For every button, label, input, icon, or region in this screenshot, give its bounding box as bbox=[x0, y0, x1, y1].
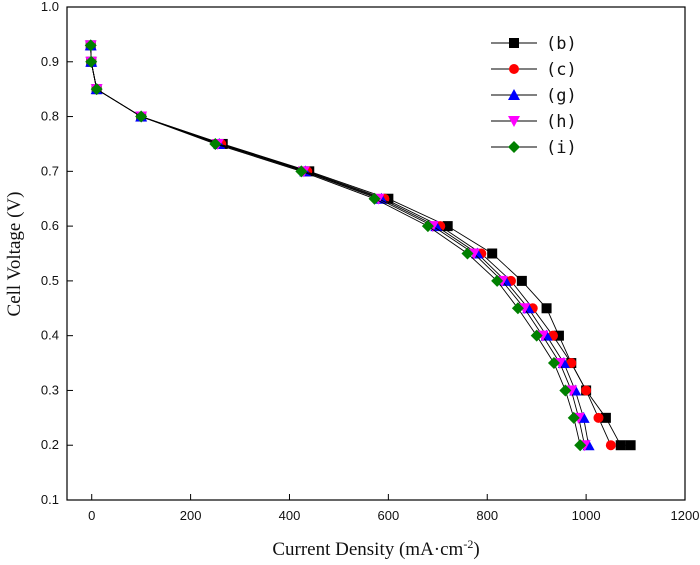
legend-marker bbox=[508, 141, 520, 153]
data-point bbox=[487, 248, 498, 259]
data-point bbox=[574, 439, 587, 452]
x-axis-title: Current Density (mA·cm-2) bbox=[272, 537, 479, 560]
x-tick-label: 400 bbox=[279, 508, 301, 523]
data-point bbox=[421, 220, 434, 233]
y-tick-label: 0.3 bbox=[41, 382, 59, 397]
data-point bbox=[90, 83, 103, 96]
data-point bbox=[581, 385, 592, 396]
legend: (b) (c) (g) (h) (i) bbox=[491, 34, 577, 158]
series-1 bbox=[85, 40, 616, 451]
data-point bbox=[547, 357, 560, 370]
legend-entry: (c) bbox=[491, 60, 577, 80]
legend-entry: (b) bbox=[491, 34, 577, 54]
x-tick-label: 0 bbox=[88, 508, 95, 523]
legend-label: (g) bbox=[546, 86, 577, 106]
x-axis-title-superscript: -2 bbox=[463, 537, 473, 551]
plot-frame bbox=[66, 6, 686, 501]
y-tick-label: 0.8 bbox=[41, 109, 59, 124]
legend-label: (b) bbox=[546, 34, 577, 54]
data-point bbox=[593, 412, 604, 423]
data-point bbox=[625, 440, 636, 451]
data-point bbox=[567, 411, 580, 424]
data-point bbox=[559, 384, 572, 397]
x-tick-label: 800 bbox=[476, 508, 498, 523]
data-point bbox=[461, 247, 474, 260]
data-point bbox=[84, 39, 97, 52]
x-tick-label: 1200 bbox=[671, 508, 700, 523]
data-point bbox=[442, 221, 453, 232]
legend-label: (c) bbox=[546, 60, 577, 80]
y-axis-title: Cell Voltage (V) bbox=[4, 192, 25, 317]
x-tick-label: 600 bbox=[378, 508, 400, 523]
legend-marker bbox=[508, 89, 520, 100]
series-line bbox=[90, 45, 581, 446]
data-point bbox=[209, 137, 222, 150]
y-tick-label: 0.5 bbox=[41, 273, 59, 288]
data-point bbox=[135, 110, 148, 123]
legend-label: (h) bbox=[546, 112, 577, 132]
series-2 bbox=[84, 39, 595, 451]
y-tick-label: 0.4 bbox=[41, 328, 59, 343]
axes: 0 200 400 600 800 1000 1200 0.1 0.2 0.3 0.4 0.5 0.6 0… bbox=[41, 0, 700, 523]
legend-marker bbox=[509, 64, 519, 74]
y-tick-label: 0.6 bbox=[41, 218, 59, 233]
x-tick-label: 1000 bbox=[572, 508, 601, 523]
legend-entry: (h) bbox=[491, 112, 577, 132]
data-point bbox=[511, 302, 524, 315]
series-layer bbox=[84, 39, 636, 452]
x-tick-label: 200 bbox=[180, 508, 202, 523]
legend-entry: (g) bbox=[491, 86, 577, 106]
data-point bbox=[368, 192, 381, 205]
series-4 bbox=[84, 39, 587, 452]
y-tick-label: 0.2 bbox=[41, 437, 59, 452]
series-line bbox=[90, 45, 612, 446]
y-tick-label: 0.1 bbox=[41, 492, 59, 507]
series-3 bbox=[84, 40, 591, 452]
y-tick-label: 0.7 bbox=[41, 163, 59, 178]
series-line bbox=[90, 45, 586, 446]
data-point bbox=[530, 329, 543, 342]
data-point bbox=[85, 55, 98, 68]
data-point bbox=[553, 330, 564, 341]
data-point bbox=[295, 165, 308, 178]
data-point bbox=[566, 358, 577, 369]
legend-marker bbox=[509, 38, 519, 48]
y-tick-label: 0.9 bbox=[41, 54, 59, 69]
legend-entry: (i) bbox=[491, 138, 577, 158]
legend-label: (i) bbox=[546, 138, 577, 158]
data-point bbox=[600, 412, 611, 423]
legend-marker bbox=[508, 116, 520, 127]
data-point bbox=[541, 303, 552, 314]
data-point bbox=[615, 440, 626, 451]
series-line bbox=[90, 45, 590, 446]
data-point bbox=[516, 275, 527, 286]
y-tick-label: 1.0 bbox=[41, 0, 59, 14]
data-point bbox=[491, 274, 504, 287]
data-point bbox=[605, 440, 616, 451]
